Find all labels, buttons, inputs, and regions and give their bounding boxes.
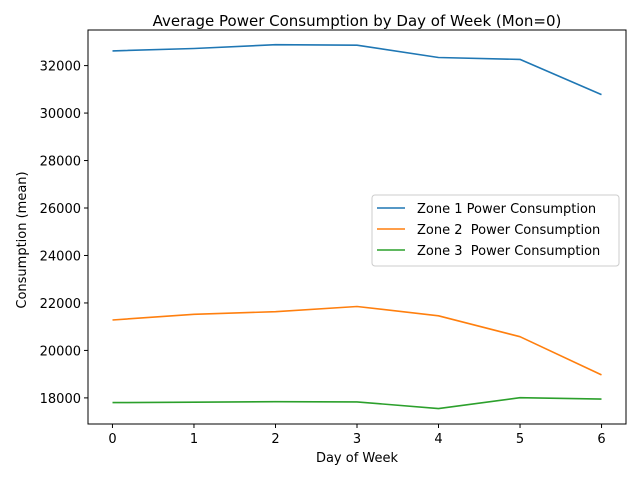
- legend-box: [371, 194, 620, 267]
- legend: Zone 1 Power Consumption Zone 2 Power Con…: [371, 194, 620, 267]
- axis-ticks: 0 1 2 3 4 5 6 18000 20000 22000 24000 26000 28000 300…: [40, 60, 606, 447]
- x-tick-label: 1: [190, 432, 198, 447]
- plot-frame: [87, 29, 627, 425]
- x-tick-label: 5: [516, 432, 524, 447]
- series-line-zone-3: [112, 396, 602, 410]
- series-lines: [112, 43, 602, 410]
- y-tick-label: 32000: [40, 60, 81, 75]
- y-tick-label: 28000: [40, 155, 81, 170]
- chart-title: Average Power Consumption by Day of Week…: [153, 12, 562, 30]
- legend-entry: Zone 1 Power Consumption: [417, 202, 596, 217]
- x-axis-label: Day of Week: [316, 451, 399, 466]
- x-tick-label: 4: [434, 432, 442, 447]
- x-tick-label: 2: [271, 432, 279, 447]
- x-tick-label: 3: [353, 432, 361, 447]
- y-tick-label: 24000: [40, 249, 81, 264]
- x-tick-label: 0: [108, 432, 116, 447]
- x-tick-label: 6: [597, 432, 605, 447]
- legend-entry: Zone 3 Power Consumption: [417, 244, 600, 259]
- y-axis-label: Consumption (mean): [15, 171, 30, 308]
- y-tick-label: 18000: [40, 392, 81, 407]
- series-line-zone-1: [112, 43, 602, 96]
- y-tick-label: 22000: [40, 297, 81, 312]
- y-tick-label: 26000: [40, 202, 81, 217]
- legend-entry: Zone 2 Power Consumption: [417, 223, 600, 238]
- y-tick-label: 30000: [40, 107, 81, 122]
- y-tick-label: 20000: [40, 344, 81, 359]
- series-line-zone-2: [112, 305, 602, 376]
